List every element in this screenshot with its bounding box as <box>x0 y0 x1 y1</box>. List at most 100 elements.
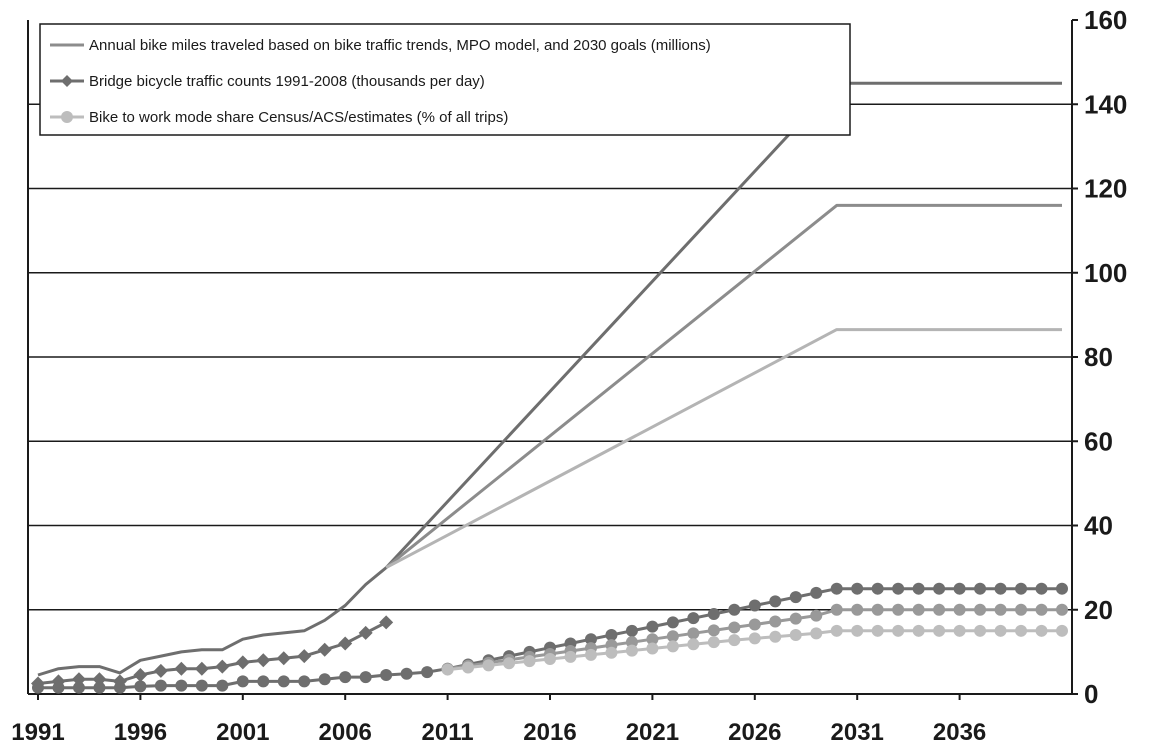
x-tick-label: 2011 <box>422 719 474 746</box>
data-point-5 <box>994 603 1007 616</box>
series-0 <box>37 81 1062 677</box>
data-point-6 <box>482 659 495 672</box>
y-tick-label: 0 <box>1084 679 1098 709</box>
data-point-6 <box>584 648 597 661</box>
legend-box <box>39 23 851 136</box>
data-point-4 <box>994 582 1007 595</box>
y-tick-label: 20 <box>1084 595 1113 625</box>
data-point-4 <box>380 669 393 682</box>
data-point-4 <box>52 681 65 694</box>
data-point-5 <box>1035 603 1048 616</box>
data-point-6 <box>625 644 638 657</box>
x-tick-label: 2001 <box>216 719 269 746</box>
data-point-4 <box>687 612 700 625</box>
legend-entry-2: Bike to work mode share Census/ACS/estim… <box>50 109 508 126</box>
series-line-1 <box>385 203 1062 569</box>
data-point-3 <box>174 661 189 676</box>
data-point-6 <box>564 650 577 663</box>
data-point-5 <box>1015 603 1028 616</box>
series-1 <box>385 203 1062 569</box>
data-point-3 <box>358 625 373 640</box>
y-tick-label: 80 <box>1084 342 1113 372</box>
data-point-4 <box>871 582 884 595</box>
data-point-4 <box>1035 582 1048 595</box>
data-point-6 <box>728 634 741 647</box>
data-point-4 <box>584 633 597 646</box>
data-point-4 <box>154 679 167 692</box>
data-point-3 <box>215 659 230 674</box>
x-tick-label: 2021 <box>626 719 679 746</box>
data-point-4 <box>134 680 147 693</box>
data-point-6 <box>707 636 720 649</box>
data-point-6 <box>830 624 843 637</box>
series-4 <box>32 582 1068 694</box>
data-point-6 <box>462 661 475 674</box>
data-point-5 <box>871 603 884 616</box>
legend-entry-0: Annual bike miles traveled based on bike… <box>50 37 711 54</box>
x-tick-label: 2036 <box>933 719 986 746</box>
series-3 <box>31 615 394 691</box>
x-tick-label: 2006 <box>319 719 372 746</box>
data-point-4 <box>953 582 966 595</box>
series-2 <box>385 328 1062 569</box>
data-point-5 <box>748 618 761 631</box>
x-tick-labels: 1991 1996 2001 2006 2011 2016 2021 2026 2031 2036 <box>11 694 986 746</box>
data-point-5 <box>953 603 966 616</box>
data-point-4 <box>113 681 126 694</box>
series-6 <box>441 624 1068 676</box>
data-point-3 <box>133 668 148 683</box>
data-point-5 <box>646 633 659 646</box>
data-point-5 <box>666 630 679 643</box>
series-layer <box>31 81 1068 694</box>
legend-label-1: Bridge bicycle traffic counts 1991-2008 … <box>89 73 485 90</box>
data-point-6 <box>1056 624 1068 637</box>
data-point-3 <box>92 672 107 687</box>
data-point-3 <box>338 636 353 651</box>
data-point-6 <box>892 624 905 637</box>
x-tick-label: 2026 <box>728 719 781 746</box>
data-point-4 <box>298 675 311 688</box>
data-point-4 <box>257 675 270 688</box>
y-tick-label: 120 <box>1084 174 1127 204</box>
data-point-6 <box>994 624 1007 637</box>
data-point-6 <box>769 630 782 643</box>
data-point-4 <box>1056 582 1068 595</box>
x-tick-label: 1996 <box>114 719 167 746</box>
data-point-4 <box>912 582 925 595</box>
data-point-6 <box>912 624 925 637</box>
data-point-6 <box>789 629 802 642</box>
y-tick-label: 160 <box>1084 5 1127 35</box>
y-tick-labels: 0 20 40 60 80 100 120 140 160 <box>1072 5 1127 709</box>
data-point-6 <box>523 655 536 668</box>
legend-label-2: Bike to work mode share Census/ACS/estim… <box>89 109 508 126</box>
legend-marker-2 <box>61 111 73 123</box>
data-point-3 <box>317 642 332 657</box>
data-point-4 <box>933 582 946 595</box>
data-point-6 <box>605 646 618 659</box>
data-point-4 <box>421 666 434 679</box>
data-point-6 <box>687 638 700 651</box>
data-point-5 <box>1056 603 1068 616</box>
data-point-4 <box>216 679 229 692</box>
data-point-6 <box>544 653 556 666</box>
data-point-4 <box>707 607 720 620</box>
y-tick-label: 40 <box>1084 511 1113 541</box>
data-point-4 <box>810 586 823 599</box>
data-point-3 <box>153 663 168 678</box>
data-point-4 <box>72 681 85 694</box>
x-tick-label: 1991 <box>11 719 64 746</box>
data-point-4 <box>830 582 843 595</box>
data-point-5 <box>830 603 843 616</box>
data-point-5 <box>769 615 782 628</box>
data-point-4 <box>892 582 905 595</box>
series-line-3 <box>37 621 387 685</box>
data-point-4 <box>728 603 741 616</box>
data-point-5 <box>625 636 638 649</box>
data-point-5 <box>810 609 823 622</box>
x-tick-label: 2016 <box>523 719 576 746</box>
data-point-4 <box>400 667 413 680</box>
series-line-4 <box>38 587 1062 690</box>
data-point-4 <box>646 620 659 633</box>
data-point-4 <box>851 582 864 595</box>
data-point-6 <box>1015 624 1028 637</box>
